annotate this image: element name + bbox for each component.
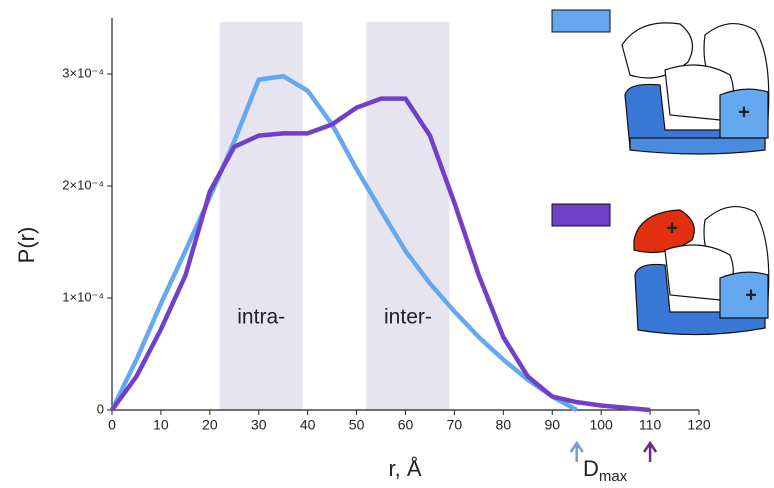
y-tick-label: 2×10⁻⁴ <box>62 177 104 192</box>
region <box>366 22 450 410</box>
x-tick-label: 90 <box>544 417 560 433</box>
series-line <box>109 73 578 412</box>
region <box>219 22 303 410</box>
x-tick-label: 120 <box>687 417 711 433</box>
x-axis-label: r, Å <box>388 456 421 481</box>
y-tick-label: 0 <box>97 401 104 416</box>
dmax-subscript: max <box>599 468 628 485</box>
dmax-label: Dmax <box>583 456 628 485</box>
region-label: inter- <box>384 306 432 329</box>
x-tick-label: 110 <box>639 417 662 433</box>
x-tick-label: 80 <box>496 417 512 433</box>
y-tick-label: 3×10⁻⁴ <box>62 65 104 80</box>
legend-swatch <box>551 203 611 227</box>
cartoon-plus: + <box>666 217 678 239</box>
dmax-arrow <box>643 440 658 462</box>
x-tick-label: 50 <box>349 417 365 433</box>
y-tick-label: 1×10⁻⁴ <box>62 289 104 304</box>
dmax-arrow <box>569 440 584 462</box>
series-line <box>110 96 651 413</box>
y-axis-label: P(r) <box>14 227 39 264</box>
protein-cartoon <box>621 22 770 155</box>
cartoon-plus: + <box>745 284 757 306</box>
dmax-text: D <box>583 456 599 481</box>
x-tick-label: 60 <box>398 417 414 433</box>
x-tick-label: 30 <box>251 417 267 433</box>
x-tick-label: 100 <box>589 417 613 433</box>
x-tick-label: 10 <box>153 417 169 433</box>
x-tick-label: 70 <box>447 417 463 433</box>
x-tick-label: 0 <box>108 417 116 433</box>
x-tick-label: 40 <box>300 417 316 433</box>
region-label: intra- <box>237 306 285 329</box>
legend-swatch <box>551 9 611 33</box>
x-tick-label: 20 <box>202 417 218 433</box>
cartoon-plus: + <box>738 101 750 123</box>
protein-cartoon <box>633 205 770 336</box>
